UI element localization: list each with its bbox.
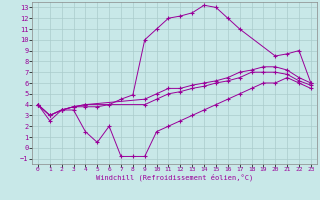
X-axis label: Windchill (Refroidissement éolien,°C): Windchill (Refroidissement éolien,°C) <box>96 174 253 181</box>
